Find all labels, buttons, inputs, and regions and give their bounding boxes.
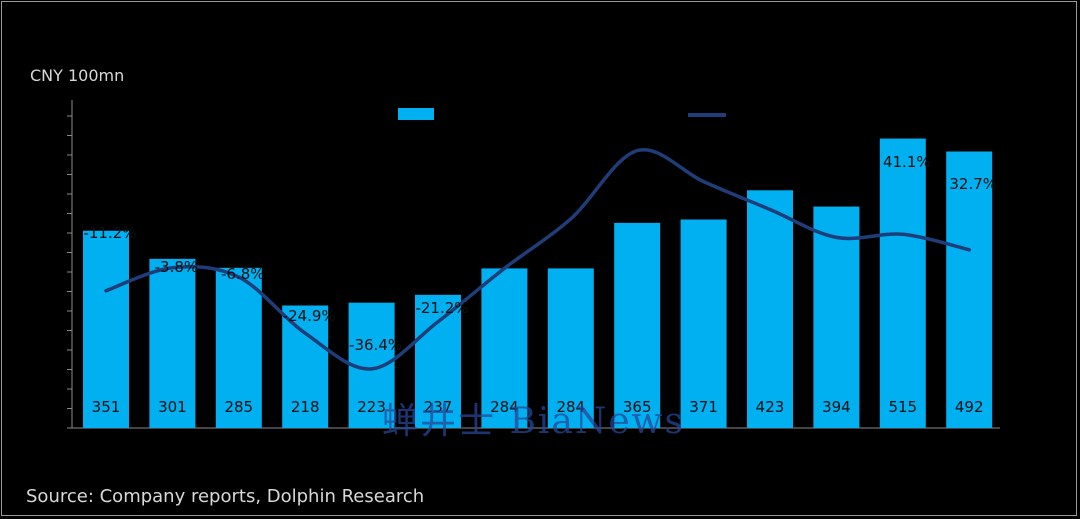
bar-5 — [415, 294, 461, 428]
bar-12 — [879, 138, 926, 428]
bar-value-label-13: 492 — [955, 398, 984, 416]
bar-value-label-10: 423 — [756, 398, 785, 416]
source-note: Source: Company reports, Dolphin Researc… — [26, 486, 425, 507]
bar-value-label-3: 218 — [291, 398, 320, 416]
bar-11 — [813, 206, 860, 428]
legend — [398, 108, 726, 120]
y-axis-unit-label: CNY 100mn — [30, 66, 125, 85]
growth-line-layer — [104, 147, 971, 371]
growth-label-2: -6.8% — [221, 265, 265, 283]
growth-label-12: 41.1% — [883, 153, 931, 171]
bar-value-label-4: 223 — [357, 398, 386, 416]
bar-value-label-0: 351 — [92, 398, 121, 416]
bar-3 — [282, 305, 329, 428]
bar-9 — [680, 219, 727, 428]
legend-bar-swatch — [398, 108, 434, 120]
growth-line — [104, 147, 971, 371]
axis-layer — [67, 100, 1000, 429]
growth-label-3: -24.9% — [283, 307, 336, 325]
growth-label-0: -11.2% — [83, 224, 136, 242]
bar-value-label-6: 284 — [490, 398, 519, 416]
growth-label-4: -36.4% — [349, 336, 402, 354]
bar-value-label-2: 285 — [224, 398, 253, 416]
bars-layer — [83, 138, 993, 428]
bar-8 — [614, 222, 661, 428]
bar-13 — [946, 151, 993, 428]
bar-0 — [83, 230, 129, 428]
bar-value-label-1: 301 — [158, 398, 187, 416]
growth-label-5: -21.2% — [415, 299, 468, 317]
bar-1 — [149, 258, 196, 428]
watermark: 蝉井士 BiaNews — [382, 401, 685, 442]
bar-2 — [215, 267, 262, 428]
bar-value-label-9: 371 — [689, 398, 718, 416]
bar-value-label-7: 284 — [556, 398, 585, 416]
growth-label-1: -3.8% — [155, 258, 199, 276]
labels-layer: 351 301 285 218 223 237 284 284 365 371 423 394 515 4… — [83, 153, 997, 416]
bar-value-label-5: 237 — [424, 398, 453, 416]
bar-value-label-12: 515 — [888, 398, 917, 416]
bar-7 — [547, 268, 594, 428]
growth-label-13: 32.7% — [949, 175, 997, 193]
bar-10 — [747, 190, 793, 428]
bar-6 — [481, 268, 528, 428]
bar-value-label-8: 365 — [623, 398, 652, 416]
bar-value-label-11: 394 — [822, 398, 851, 416]
